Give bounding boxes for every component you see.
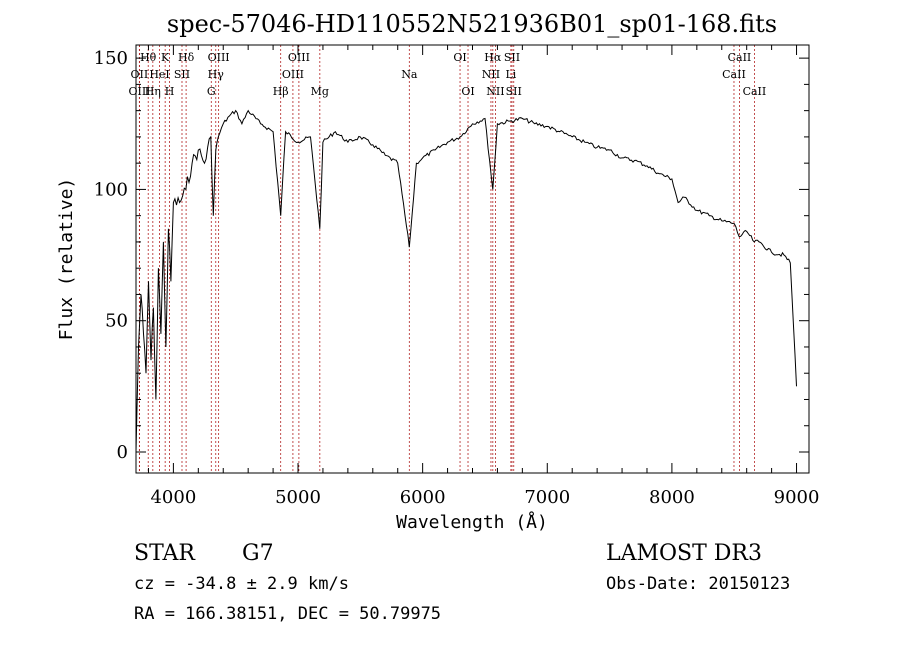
line-label: Mg: [311, 85, 329, 98]
x-tick-label: 7000: [524, 487, 570, 508]
y-tick-label: 0: [117, 442, 128, 463]
survey-name: LAMOST DR3: [606, 541, 762, 566]
line-label: OII: [131, 68, 149, 81]
line-label: Hδ: [178, 51, 195, 64]
line-label: Na: [401, 68, 418, 81]
line-label: OIII: [288, 51, 310, 64]
redshift-cz: cz = -34.8 ± 2.9 km/s: [134, 574, 349, 594]
line-label: G: [207, 85, 216, 98]
line-label: SII: [504, 51, 520, 64]
line-label: HeI: [149, 68, 169, 81]
y-axis-ticks: 0 50 100 150: [94, 48, 809, 463]
plot-frame: [135, 44, 810, 474]
y-tick-label: 150: [94, 48, 128, 69]
line-label: Hθ: [140, 51, 157, 64]
x-tick-label: 8000: [649, 487, 695, 508]
line-label: NII: [482, 68, 500, 81]
obs-date: Obs-Date: 20150123: [606, 574, 790, 594]
line-label: K: [161, 51, 170, 64]
line-label: Hγ: [208, 68, 225, 81]
spectral-line-markers: [138, 45, 755, 473]
line-label: CaII: [722, 68, 746, 81]
x-tick-label: 4000: [150, 487, 196, 508]
x-axis-ticks: 4000 5000 6000 7000 8000 9000: [147, 45, 820, 508]
line-label: Hα: [484, 51, 502, 64]
line-label: Hη: [145, 85, 161, 98]
line-label: Li: [505, 68, 516, 81]
line-label: Hβ: [273, 85, 289, 98]
line-label: OI: [461, 85, 474, 98]
ra-dec: RA = 166.38151, DEC = 50.79975: [134, 604, 441, 624]
star-subclass: G7: [242, 541, 274, 566]
x-tick-label: 5000: [275, 487, 321, 508]
x-tick-label: 9000: [774, 487, 820, 508]
line-label: SII: [174, 68, 190, 81]
spectrum-line: [135, 109, 797, 453]
chart-title: spec-57046-HD110552N521936B01_sp01-168.f…: [167, 10, 777, 38]
line-label: OIII: [208, 51, 230, 64]
y-tick-label: 100: [94, 179, 128, 200]
line-label: OI: [453, 51, 466, 64]
star-class: STAR: [134, 541, 196, 566]
line-label: H: [165, 85, 175, 98]
line-label: NII: [486, 85, 504, 98]
line-label: OIII: [128, 85, 150, 98]
x-axis-label: Wavelength (Å): [396, 511, 548, 533]
y-tick-label: 50: [105, 311, 128, 332]
y-axis-label: Flux (relative): [56, 178, 77, 341]
spectral-line-labels: Hθ OII OIII K HeI Hη SII Hδ H OIII Hγ G Hβ OIII OIII Mg…: [128, 51, 766, 98]
line-label: SII: [506, 85, 522, 98]
x-tick-label: 6000: [400, 487, 446, 508]
line-label: OIII: [282, 68, 304, 81]
line-label: CaII: [728, 51, 752, 64]
line-label: CaII: [743, 85, 767, 98]
